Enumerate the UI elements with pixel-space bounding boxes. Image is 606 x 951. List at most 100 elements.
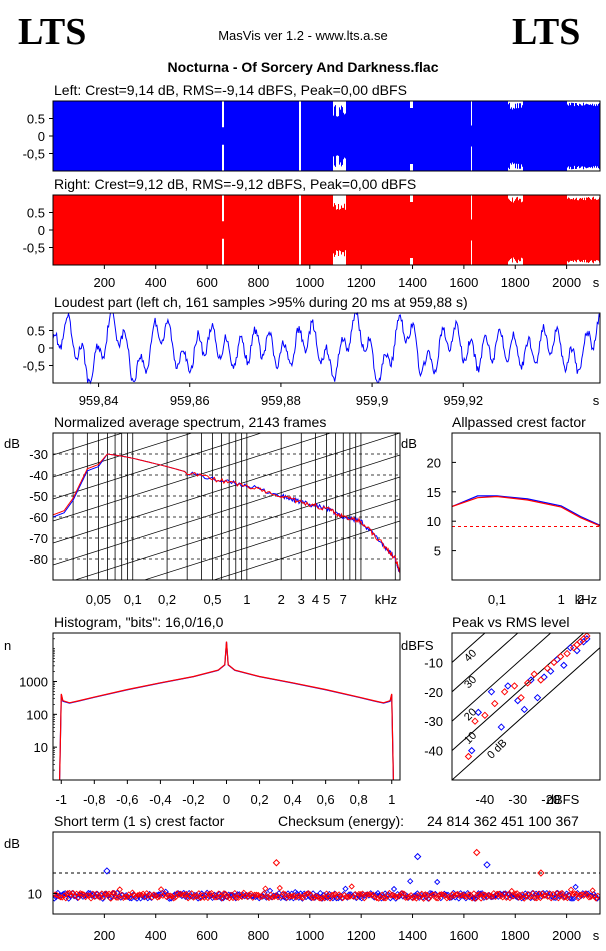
short-crest-outlier — [537, 869, 545, 877]
peak-rms-point — [520, 705, 529, 714]
file-title: Nocturna - Of Sorcery And Darkness.flac — [167, 59, 438, 75]
spectrum-grid — [53, 433, 400, 580]
loudest-part-line — [52, 311, 601, 385]
loudest-ytick-label: -0,5 — [23, 359, 45, 374]
crest-series-line — [451, 495, 601, 526]
waveform-xtick-label: 2000 — [552, 275, 581, 290]
peak-rms-frame — [451, 632, 601, 781]
short-crest-outlier — [272, 859, 281, 867]
peak-rms-point — [504, 682, 512, 690]
peak-rms-point — [566, 643, 575, 652]
left-waveform-ytick-label: 0.5 — [27, 112, 45, 127]
short-crest-xtick-label: 2000 — [552, 928, 581, 943]
peak-rms-ytick-label: -20 — [424, 685, 443, 700]
peak-rms-xtick-label: -30 — [508, 792, 527, 807]
peak-rms-ytick-label: -40 — [424, 744, 443, 759]
left-waveform-title: Left: Crest=9,14 dB, RMS=-9,14 dBFS, Pea… — [54, 82, 407, 98]
spectrum-slope-line — [53, 433, 193, 478]
crest-frame — [451, 432, 601, 581]
short-crest-title: Short term (1 s) crest factor — [54, 813, 225, 829]
peak-rms-point — [523, 679, 532, 687]
left-waveform-signal — [53, 101, 600, 171]
spectrum-xtick-label: 2 — [278, 592, 285, 607]
peak-rms-diagonal — [452, 647, 600, 780]
spectrum-xtick-label: 4 — [312, 592, 319, 607]
histogram-xtick-label: 0,8 — [350, 792, 368, 807]
peak-rms-point — [563, 649, 571, 658]
spectrum-slope-line — [53, 433, 400, 544]
waveform-xtick-label: 1000 — [295, 275, 324, 290]
peak-rms-point — [468, 746, 476, 755]
short-crest-xtick-label: 1200 — [347, 928, 376, 943]
histogram-xtick-label: 0,2 — [251, 792, 269, 807]
waveform-xtick-label: 1600 — [449, 275, 478, 290]
peak-rms-point — [464, 752, 473, 761]
peak-rms-point — [573, 646, 581, 655]
peak-rms-point — [583, 635, 591, 643]
crest-ytick-label: 5 — [434, 544, 441, 559]
loudest-xtick-label: 959,9 — [356, 393, 389, 408]
histogram-ytick-label: 10 — [34, 740, 48, 755]
waveform-xtick-label: 400 — [145, 275, 167, 290]
peak-rms-ytick-label: -30 — [424, 714, 443, 729]
crest-ylabel: dB — [401, 436, 417, 451]
peak-rms-point — [497, 723, 506, 731]
peak-rms-point — [543, 664, 552, 672]
peak-rms-diagonal-label: 20 — [462, 706, 479, 723]
histogram-xtick-label: 0 — [223, 792, 230, 807]
crest-series-line — [451, 495, 601, 527]
peak-rms-plot: 40 30 20 10 0 dB — [452, 633, 600, 780]
peak-rms-point — [530, 670, 538, 678]
crest-title: Allpassed crest factor — [452, 414, 586, 430]
short-crest-plot — [53, 848, 600, 902]
spectrum-ytick-label: -60 — [29, 510, 48, 525]
histogram-ytick-label: 1000 — [19, 674, 48, 689]
waveform-xtick-label: 1400 — [398, 275, 427, 290]
histogram-xtick-label: -0,6 — [116, 792, 138, 807]
short-crest-xtick-label: 1800 — [501, 928, 530, 943]
spectrum-ytick-label: -70 — [29, 531, 48, 546]
loudest-ytick-label: 0 — [38, 341, 45, 356]
waveform-xtick-label: 1800 — [501, 275, 530, 290]
spectrum-ytick-label: -50 — [29, 489, 48, 504]
peak-rms-point — [560, 661, 568, 670]
waveform-xtick-label: 200 — [94, 275, 116, 290]
spectrum-slope-line — [53, 433, 332, 522]
peak-rms-point — [573, 641, 581, 649]
peak-rms-ytick-label: -10 — [424, 655, 443, 670]
crest-ytick-label: 15 — [427, 485, 441, 500]
peak-rms-diagonal-label: 10 — [462, 730, 479, 747]
spectrum-xtick-label: 7 — [340, 592, 347, 607]
peak-rms-point — [537, 676, 545, 684]
histogram-series-line — [59, 641, 394, 781]
short-crest-xtick-label: 200 — [94, 928, 116, 943]
spectrum-xunit: kHz — [375, 592, 397, 607]
peak-rms-xtick-label: -40 — [475, 792, 494, 807]
app-title: MasVis ver 1.2 - www.lts.a.se — [218, 28, 388, 43]
short-crest-outlier — [103, 867, 111, 875]
crest-xtick-label: 1 — [558, 592, 565, 607]
peak-rms-point — [556, 652, 565, 661]
peak-rms-xtick-label: -20 — [541, 792, 560, 807]
crest-xtick-label: 0,1 — [488, 592, 506, 607]
left-waveform-ytick-label: 0 — [38, 129, 45, 144]
histogram-xtick-label: -1 — [55, 792, 67, 807]
waveform-xunit: s — [593, 275, 600, 290]
loudest-xtick-label: 959,88 — [261, 393, 301, 408]
peak-rms-point — [474, 708, 483, 717]
histogram-xtick-label: -0,8 — [83, 792, 105, 807]
histogram-xtick-label: 0,6 — [317, 792, 335, 807]
loudest-xtick-label: 959,84 — [79, 393, 119, 408]
peak-rms-point — [500, 688, 509, 696]
peak-rms-point — [583, 633, 591, 640]
spectrum-slope-line — [53, 454, 400, 566]
histogram-xtick-label: -0,2 — [182, 792, 204, 807]
right-waveform-signal — [53, 195, 600, 265]
crest-ytick-label: 10 — [427, 514, 441, 529]
histogram-ylabel: n — [4, 638, 11, 653]
short-crest-xtick-label: 1400 — [398, 928, 427, 943]
histogram-xtick-label: -0,4 — [149, 792, 171, 807]
